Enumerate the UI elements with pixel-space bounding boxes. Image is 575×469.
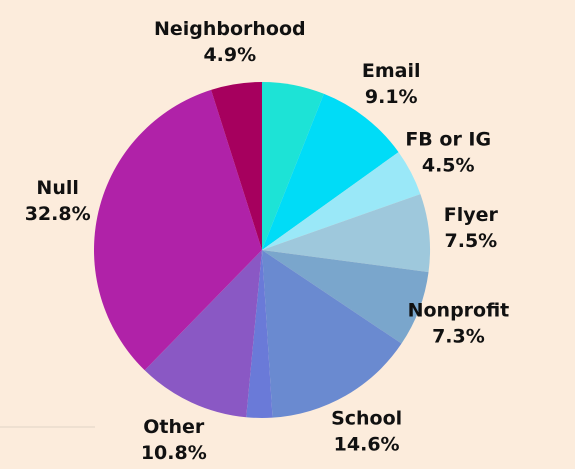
pie-slice: [262, 250, 429, 344]
pie-slice: [211, 82, 262, 250]
pie-slice: [262, 93, 399, 251]
slice-value-label: 4.5%: [422, 154, 475, 176]
slice-value-label: 9.1%: [365, 86, 418, 108]
slice-label: Flyer: [444, 204, 499, 226]
slice-value-label: 4.9%: [203, 44, 256, 66]
slice-label: Email: [362, 60, 421, 82]
slice-value-label: 10.8%: [141, 442, 207, 464]
slice-value-label: 32.8%: [25, 203, 91, 225]
slice-label: Nonprofit: [408, 300, 510, 322]
slice-value-label: 14.6%: [334, 434, 400, 456]
pie-slice: [262, 250, 402, 418]
pie-slice: [262, 152, 421, 250]
slice-label: FB or IG: [405, 128, 491, 150]
pie-slice: [262, 82, 324, 250]
slice-value-label: 7.3%: [432, 326, 485, 348]
pie-slice: [262, 194, 430, 273]
pie-slice: [144, 250, 262, 418]
slice-value-label: 7.5%: [445, 230, 498, 252]
slice-label: School: [331, 408, 402, 430]
slice-label: Null: [36, 177, 78, 199]
slice-label: Other: [143, 416, 205, 438]
pie-slice: [246, 250, 273, 418]
pie-slice: [93, 89, 263, 371]
slice-label: Neighborhood: [154, 18, 306, 40]
